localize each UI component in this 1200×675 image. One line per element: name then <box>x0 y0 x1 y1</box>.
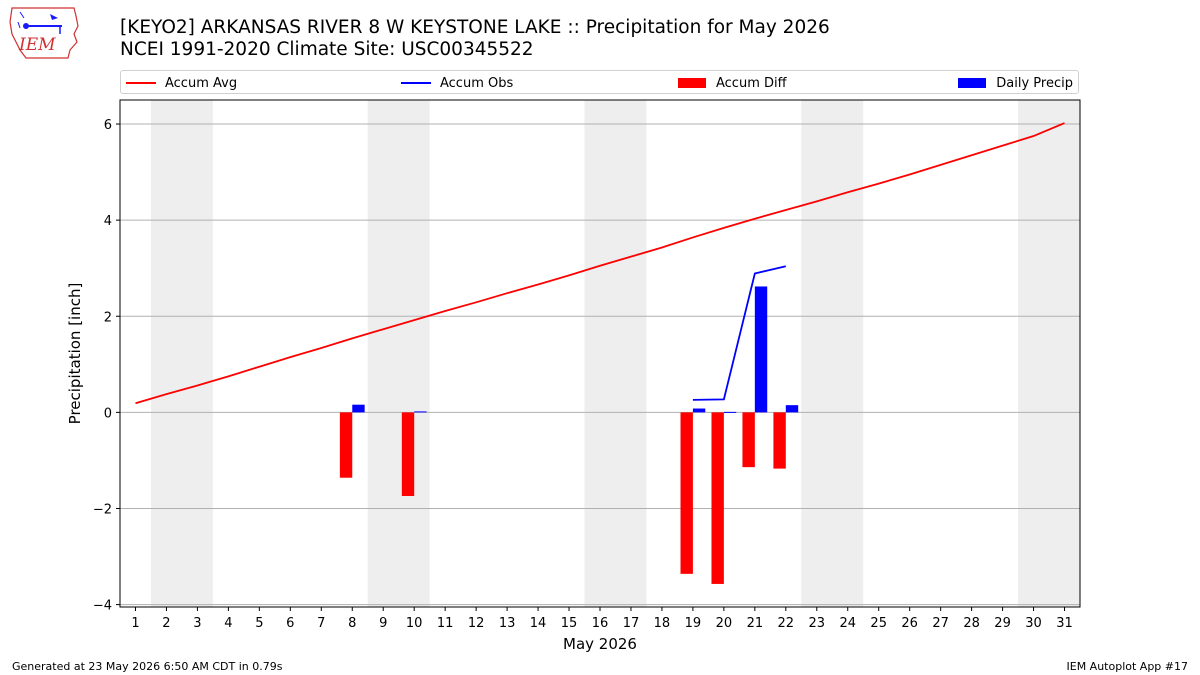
x-tick-label-31: 31 <box>1056 616 1073 631</box>
footer-generated-text: Generated at 23 May 2026 6:50 AM CDT in … <box>12 660 283 673</box>
bar-daily-precip-20 <box>723 411 737 413</box>
x-tick-label-2: 2 <box>162 616 170 631</box>
x-tick-label-25: 25 <box>870 616 887 631</box>
x-tick-label-27: 27 <box>932 616 949 631</box>
bar-accum-diff-20 <box>711 412 724 584</box>
bar-daily-precip-22 <box>785 405 799 413</box>
y-tick-label-2: 2 <box>104 310 112 325</box>
y-tick-label-4: 4 <box>104 214 112 229</box>
legend-swatch-accum-avg <box>126 82 156 84</box>
x-tick-label-12: 12 <box>468 616 485 631</box>
bar-daily-precip-8 <box>352 404 365 413</box>
legend-label-accum-obs: Accum Obs <box>440 75 514 91</box>
x-tick-label-8: 8 <box>348 616 356 631</box>
x-tick-label-10: 10 <box>406 616 423 631</box>
legend-label-accum-diff: Accum Diff <box>716 75 787 91</box>
line-accum-avg <box>135 122 1065 405</box>
x-tick-label-6: 6 <box>286 616 294 631</box>
legend-swatch-accum-obs <box>401 82 431 84</box>
legend-swatch-daily-precip <box>958 78 987 88</box>
x-tick-label-23: 23 <box>809 616 826 631</box>
bar-daily-precip-10 <box>414 411 427 413</box>
x-tick-label-21: 21 <box>747 616 764 631</box>
bar-accum-diff-10 <box>401 412 415 496</box>
y-tick-label-0: 0 <box>104 406 112 421</box>
x-tick-label-17: 17 <box>623 616 640 631</box>
x-tick-label-3: 3 <box>193 616 201 631</box>
legend-item-accum-obs: Accum Obs <box>401 74 513 92</box>
x-tick-label-5: 5 <box>255 616 263 631</box>
bar-accum-diff-19 <box>680 412 693 574</box>
legend-label-daily-precip: Daily Precip <box>996 75 1073 91</box>
x-tick-label-11: 11 <box>437 616 454 631</box>
x-tick-label-9: 9 <box>379 616 387 631</box>
x-tick-label-13: 13 <box>499 616 516 631</box>
bar-accum-diff-22 <box>773 412 786 469</box>
y-tick-label--4: −4 <box>93 599 112 614</box>
x-tick-label-1: 1 <box>131 616 139 631</box>
x-tick-label-20: 20 <box>716 616 733 631</box>
x-tick-label-15: 15 <box>561 616 578 631</box>
x-tick-label-4: 4 <box>224 616 232 631</box>
y-axis-label: Precipitation [inch] <box>66 283 84 425</box>
weekend-band-4 <box>1018 100 1080 607</box>
bar-daily-precip-19 <box>692 408 706 413</box>
logo-text: IEM <box>18 35 56 55</box>
legend-item-accum-avg: Accum Avg <box>126 74 237 92</box>
line-accum-obs <box>692 265 787 401</box>
y-tick-label-6: 6 <box>104 118 112 133</box>
x-tick-label-30: 30 <box>1025 616 1042 631</box>
weekend-band-0 <box>150 100 213 607</box>
x-tick-label-29: 29 <box>994 616 1011 631</box>
y-tick-label--2: −2 <box>93 502 112 517</box>
bar-daily-precip-21 <box>754 286 768 413</box>
x-tick-label-28: 28 <box>963 616 980 631</box>
bar-accum-diff-8 <box>339 412 353 478</box>
x-tick-label-26: 26 <box>901 616 918 631</box>
chart-title: [KEYO2] ARKANSAS RIVER 8 W KEYSTONE LAKE… <box>120 17 830 38</box>
footer-app-label: IEM Autoplot App #17 <box>1066 660 1189 673</box>
legend-swatch-accum-diff <box>678 78 706 88</box>
x-tick-label-24: 24 <box>839 616 856 631</box>
legend-label-accum-avg: Accum Avg <box>165 75 238 91</box>
weekend-band-3 <box>801 100 864 607</box>
chart-legend: Accum Avg Accum Obs Accum Diff Daily Pre… <box>120 70 1079 94</box>
x-tick-label-22: 22 <box>778 616 795 631</box>
x-tick-label-16: 16 <box>592 616 609 631</box>
legend-item-accum-diff: Accum Diff <box>678 74 787 92</box>
legend-item-daily-precip: Daily Precip <box>958 74 1073 92</box>
chart-subtitle: NCEI 1991-2020 Climate Site: USC00345522 <box>120 39 534 60</box>
x-tick-label-18: 18 <box>654 616 671 631</box>
bar-accum-diff-21 <box>742 412 755 468</box>
weekend-band-2 <box>584 100 647 607</box>
weather-station-icon <box>17 11 62 34</box>
x-axis-label: May 2026 <box>563 635 637 653</box>
x-tick-label-19: 19 <box>685 616 702 631</box>
weekend-band-1 <box>367 100 430 607</box>
x-tick-label-14: 14 <box>530 616 547 631</box>
x-tick-label-7: 7 <box>317 616 325 631</box>
iem-logo: IEM <box>9 7 79 59</box>
